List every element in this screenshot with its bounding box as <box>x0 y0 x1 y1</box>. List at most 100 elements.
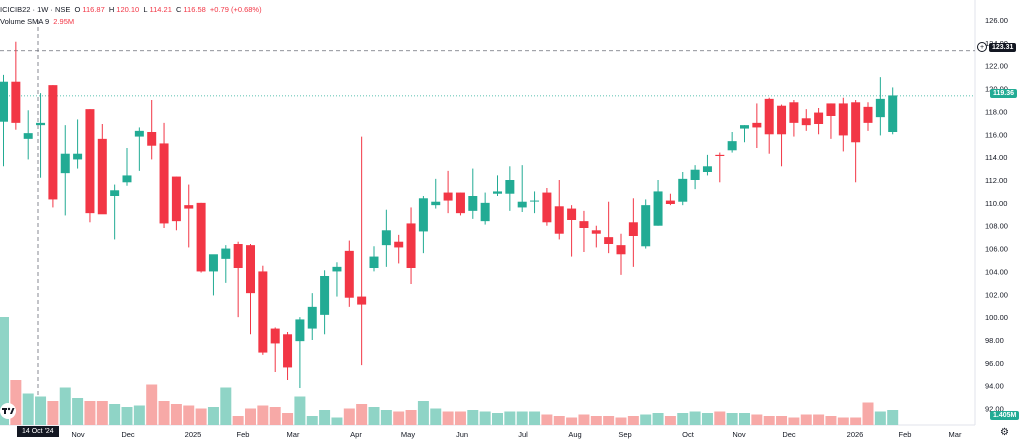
candle-body <box>0 81 8 122</box>
candle-body <box>838 103 848 136</box>
low-value: 114.21 <box>149 5 172 14</box>
gear-icon[interactable]: ⚙ <box>1000 427 1009 438</box>
volume-bar <box>380 410 392 425</box>
volume-bar <box>170 404 182 425</box>
candle-body <box>258 271 268 353</box>
candle-body <box>36 122 46 126</box>
candle-body <box>171 176 181 222</box>
volume-bar <box>47 401 59 425</box>
y-tick-label: 94.00 <box>985 382 1004 391</box>
y-tick-label: 116.00 <box>985 130 1007 139</box>
candle-body <box>233 244 243 268</box>
volume-bar <box>133 405 145 425</box>
candle-body <box>381 230 391 246</box>
candle-body <box>134 130 144 137</box>
volume-bar <box>689 411 701 425</box>
candle-body <box>23 133 33 139</box>
candle-body <box>875 98 885 118</box>
volume-bar <box>516 411 528 425</box>
volume-bar <box>862 402 874 425</box>
plus-circle-icon[interactable]: + <box>977 42 987 52</box>
candle-body <box>320 276 330 315</box>
candle-body <box>418 198 428 232</box>
x-tick-label: Aug <box>568 430 581 439</box>
volume-bar <box>837 417 849 425</box>
change-value: +0.79 (+0.68%) <box>209 5 262 14</box>
crosshair-price-badge: 123.31 <box>989 43 1017 52</box>
candle-body <box>888 95 898 132</box>
candle-body <box>344 250 354 298</box>
volume-bar <box>393 411 405 425</box>
volume-bar <box>603 416 615 425</box>
candle-body <box>394 241 404 248</box>
x-tick-label: 2025 <box>185 430 202 439</box>
volume-bar <box>615 417 627 425</box>
candle-body <box>678 178 688 202</box>
candle-body <box>468 196 478 211</box>
volume-bar <box>442 411 454 425</box>
candle-body <box>764 98 774 135</box>
x-tick-label: Sep <box>618 430 631 439</box>
candle-body <box>357 296 367 305</box>
volume-bar <box>726 413 738 425</box>
volume-indicator-label[interactable]: Volume SMA 9 <box>0 17 50 26</box>
volume-bar <box>22 393 34 425</box>
volume-bar <box>504 411 516 425</box>
candle-body <box>97 138 107 215</box>
y-tick-label: 126.00 <box>985 16 1008 25</box>
candle-body <box>641 205 651 247</box>
symbol-label[interactable]: ICICIB22 · 1W · NSE <box>0 5 71 14</box>
y-tick-label: 112.00 <box>985 176 1007 185</box>
volume-bar <box>0 317 9 425</box>
candle-body <box>863 106 873 123</box>
volume-bar <box>343 408 355 425</box>
volume-bar <box>701 413 713 425</box>
x-tick-label: Nov <box>71 430 85 439</box>
volume-bar <box>356 404 368 425</box>
candle-body <box>73 153 83 160</box>
candle-body <box>801 118 811 126</box>
y-tick-label: 106.00 <box>985 245 1008 254</box>
volume-indicator-value: 2.95M <box>53 17 75 26</box>
volume-bar <box>454 411 466 425</box>
candle-body <box>221 248 231 259</box>
x-tick-label: Mar <box>949 430 962 439</box>
volume-bar <box>232 416 244 425</box>
candle-body <box>147 132 157 146</box>
y-tick-label: 114.00 <box>985 153 1007 162</box>
volume-bar <box>195 408 207 425</box>
volume-bar <box>282 413 294 425</box>
close-label: C <box>175 5 182 14</box>
y-tick-label: 100.00 <box>985 313 1008 322</box>
candle-body <box>542 192 552 223</box>
candle-body <box>851 102 861 143</box>
volume-bar <box>72 398 84 425</box>
volume-bar <box>10 380 22 425</box>
candle-body <box>85 109 95 214</box>
y-tick-label: 108.00 <box>985 222 1008 231</box>
volume-bar <box>800 414 812 425</box>
x-tick-label: Dec <box>121 430 135 439</box>
volume-bar <box>664 416 676 425</box>
close-value: 116.58 <box>183 5 206 14</box>
y-tick-label: 98.00 <box>985 336 1004 345</box>
x-tick-label: Dec <box>782 430 796 439</box>
x-tick-label: Feb <box>237 430 250 439</box>
candle-body <box>789 102 799 123</box>
candle-body <box>591 230 601 234</box>
volume-bar <box>319 410 331 425</box>
open-label: O <box>74 5 81 14</box>
volume-bar <box>331 417 343 425</box>
volume-bar <box>417 401 429 425</box>
volume-bar <box>739 413 750 425</box>
candle-body <box>493 191 502 194</box>
volume-bar <box>220 387 232 425</box>
candle-body <box>690 169 700 180</box>
volume-bar <box>677 413 689 425</box>
tradingview-logo-icon[interactable] <box>0 403 16 419</box>
open-value: 116.87 <box>82 5 105 14</box>
volume-bar <box>714 411 726 425</box>
volume-bar <box>825 416 837 425</box>
volume-bar <box>84 401 96 425</box>
